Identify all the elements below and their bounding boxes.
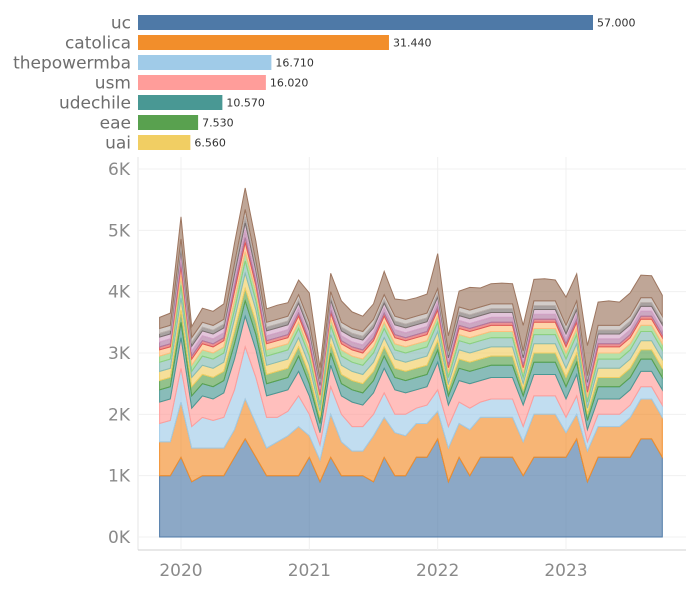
y-tick-label: 2K [108, 405, 131, 425]
bar-value-label: 16.710 [275, 57, 314, 70]
bar-category-label: usm [95, 74, 131, 94]
y-tick-label: 6K [108, 160, 131, 180]
y-tick-label: 3K [108, 344, 131, 364]
bar-eae [138, 115, 199, 130]
bar-value-label: 6.560 [194, 137, 226, 150]
x-tick-label: 2021 [288, 561, 331, 581]
bar-category-label: thepowermba [13, 54, 131, 74]
bar-udechile [138, 95, 223, 110]
bar-value-label: 57.000 [597, 17, 636, 30]
bar-chart-panel: uc 57.000 catolica 31.440 thepowermba 16.710 u… [13, 14, 635, 154]
bar-value-label: 31.440 [393, 37, 432, 50]
area-chart-panel [159, 187, 663, 538]
x-tick-label: 2022 [416, 561, 459, 581]
x-tick-label: 2020 [159, 561, 202, 581]
area-series-15 [159, 187, 663, 379]
bar-value-label: 16.020 [270, 77, 309, 90]
bar-category-label: uc [111, 14, 131, 34]
y-tick-label: 5K [108, 221, 131, 241]
bar-usm [138, 75, 266, 90]
bar-category-label: catolica [65, 34, 131, 54]
bar-category-label: udechile [59, 94, 131, 114]
bar-catolica [138, 35, 389, 50]
bar-category-label: eae [100, 114, 131, 134]
bar-value-label: 10.570 [226, 97, 265, 110]
x-tick-label: 2023 [544, 561, 587, 581]
area-chart-axes: 0K 1K 2K 3K 4K 5K 6K 2020 2021 2022 2023 [108, 160, 588, 581]
y-tick-label: 4K [108, 283, 131, 303]
bar-value-label: 7.530 [202, 117, 234, 130]
bar-category-label: uai [105, 134, 131, 154]
bar-uai [138, 135, 191, 150]
y-tick-label: 0K [108, 528, 131, 548]
y-tick-label: 1K [108, 467, 131, 487]
bar-uc [138, 15, 593, 30]
bar-thepowermba [138, 55, 272, 70]
